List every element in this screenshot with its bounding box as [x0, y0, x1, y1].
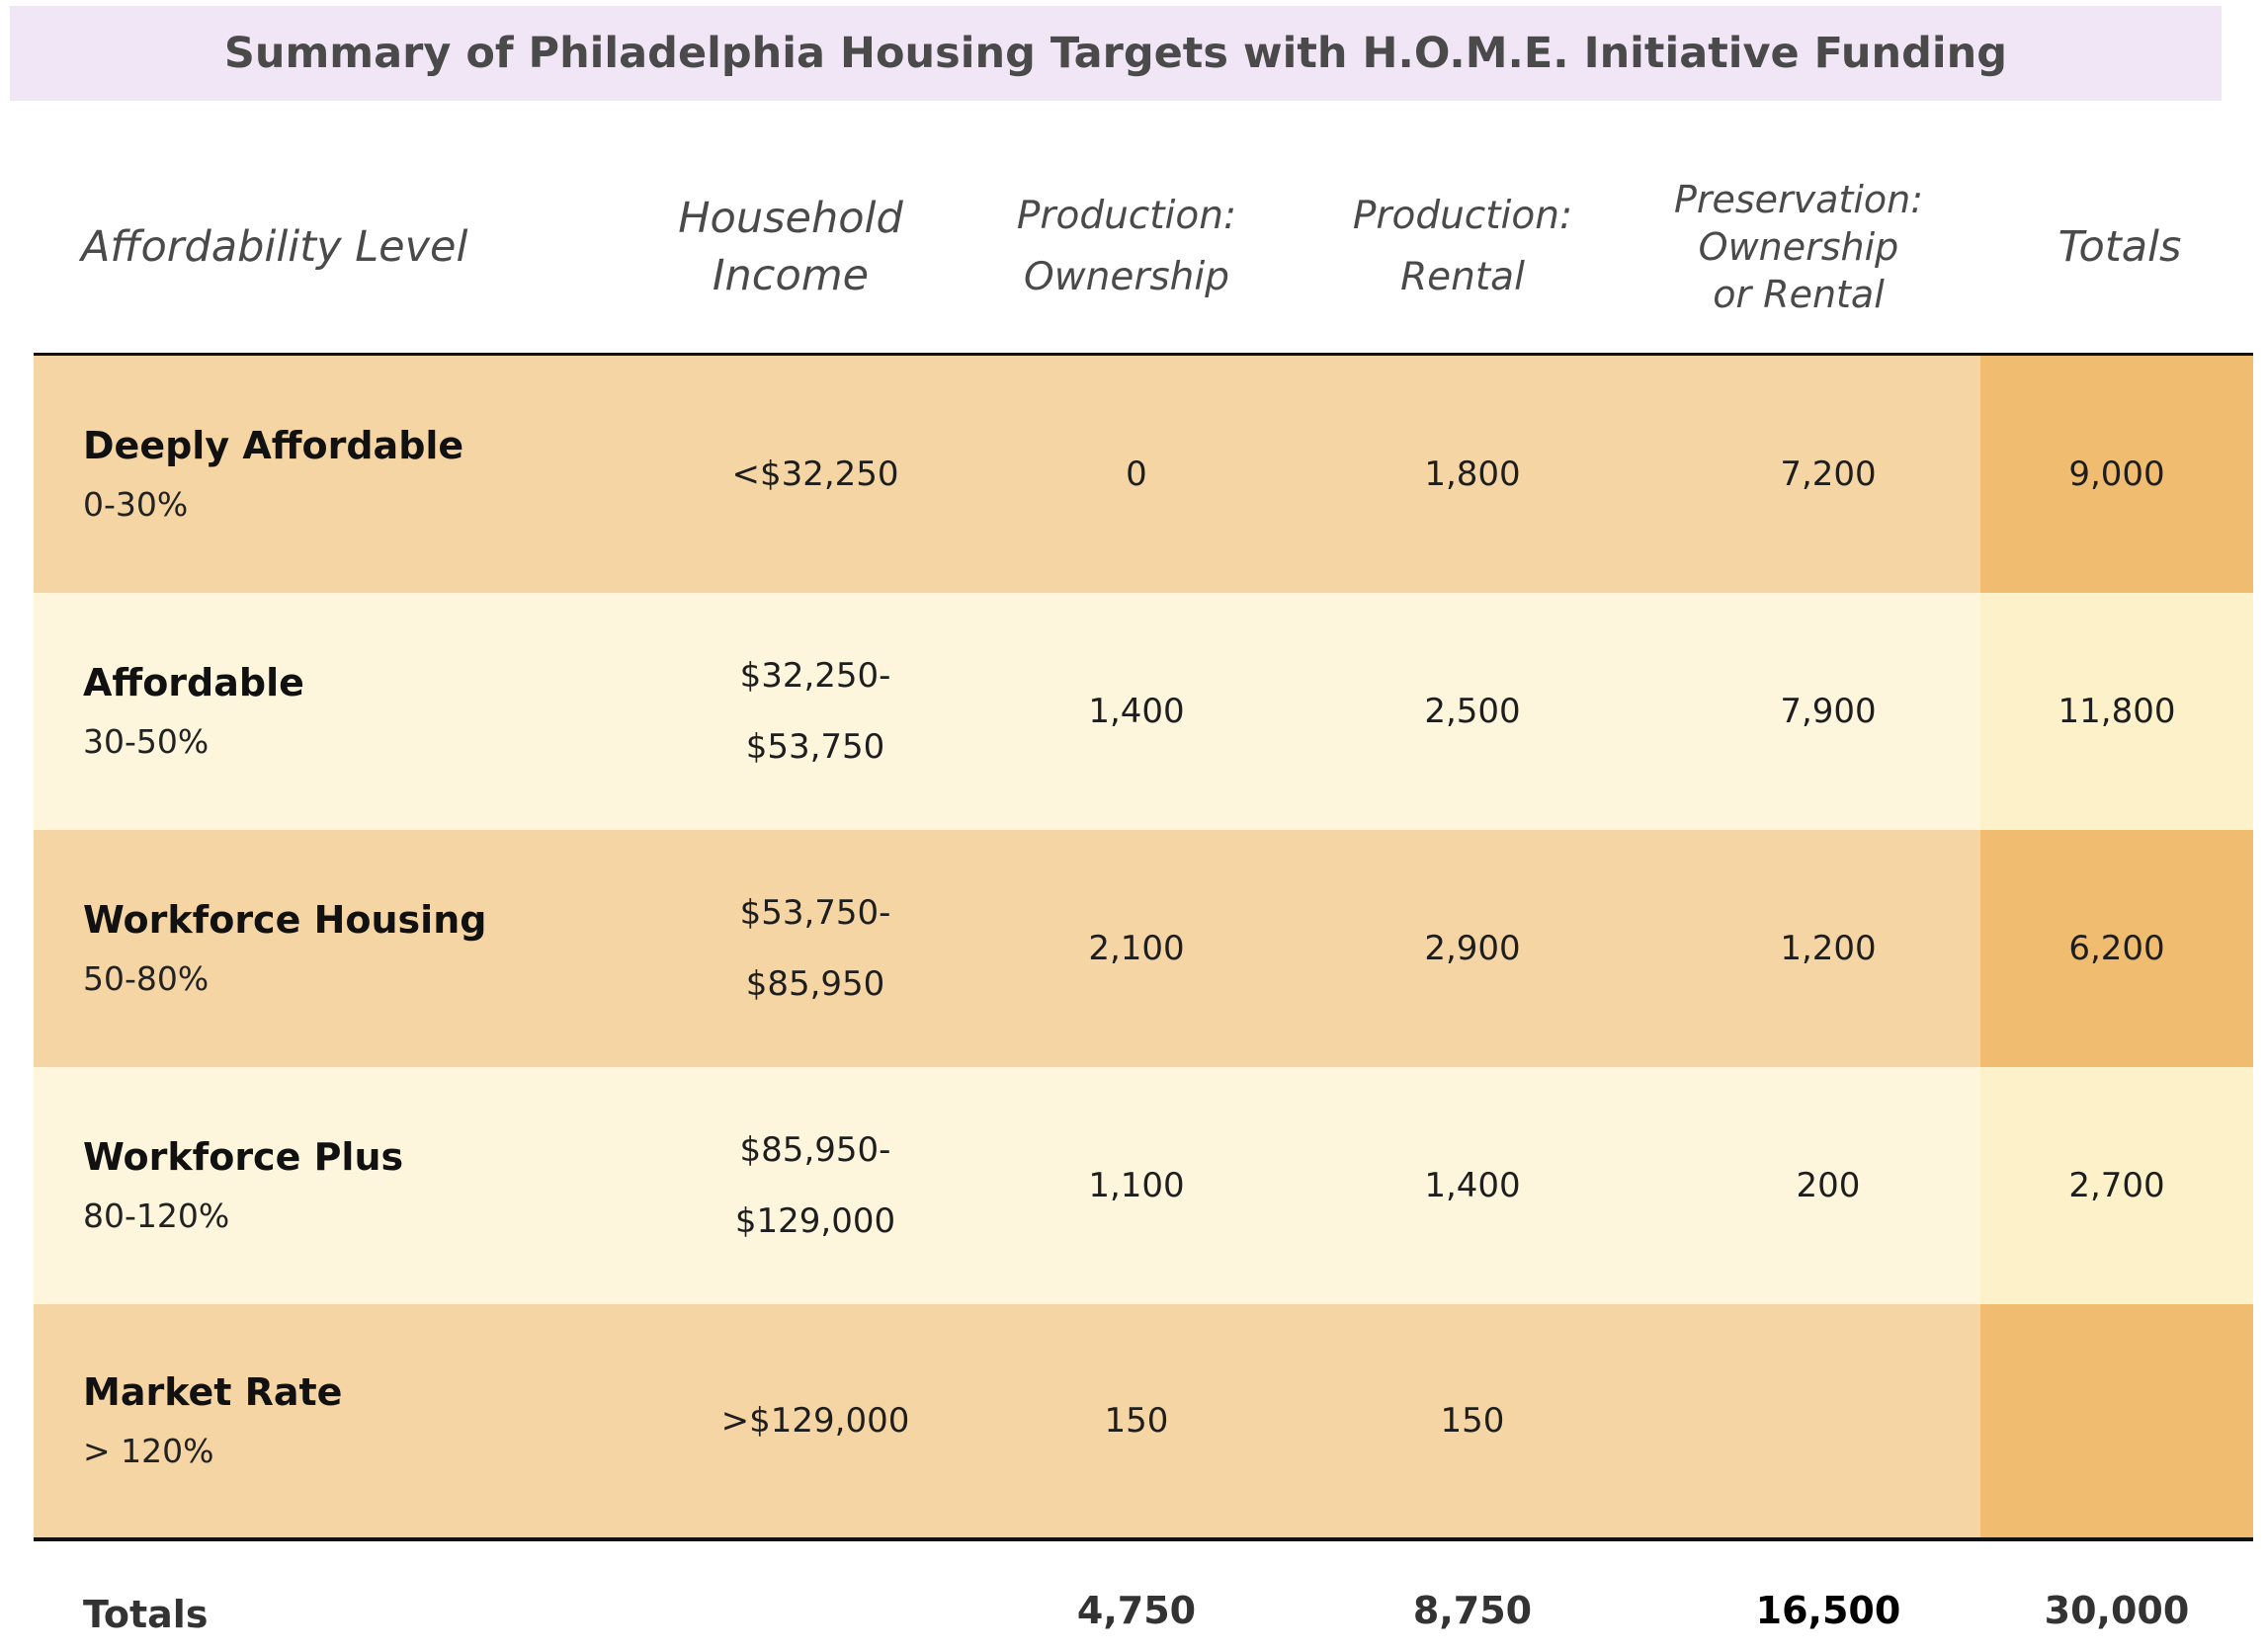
level-percent: 80-120%	[83, 1197, 230, 1235]
preservation-cell: 200	[1796, 1166, 1861, 1205]
production-rental-cell: 2,500	[1424, 692, 1521, 731]
preservation-cell: 1,200	[1780, 929, 1877, 968]
total-cell: 9,000	[2068, 454, 2165, 494]
totals-column-cell	[1980, 1304, 2253, 1537]
production-ownership-cell: 1,400	[1088, 692, 1185, 731]
header-totals: Totals	[2057, 222, 2182, 272]
total-production-rental: 8,750	[1412, 1589, 1533, 1632]
household-income-cell: $53,750- $85,950	[739, 893, 891, 1004]
affordability-level: Market Rate > 120%	[83, 1304, 342, 1537]
preservation-cell: 7,200	[1780, 454, 1877, 494]
production-ownership-cell: 0	[1126, 454, 1147, 494]
page-title: Summary of Philadelphia Housing Targets …	[223, 29, 2008, 78]
level-name: Affordable	[83, 661, 304, 704]
table-row: Deeply Affordable 0-30% <$32,250 0 1,800…	[34, 356, 2253, 593]
table-row: Workforce Plus 80-120% $85,950- $129,000…	[34, 1067, 2253, 1304]
title-banner: Summary of Philadelphia Housing Targets …	[10, 6, 2222, 101]
level-name: Workforce Plus	[83, 1135, 404, 1179]
affordability-level: Workforce Plus 80-120%	[83, 1067, 403, 1304]
header-preservation: Preservation: Ownership or Rental	[1673, 178, 1924, 316]
totals-label: Totals	[83, 1593, 209, 1636]
grand-total: 30,000	[2044, 1589, 2190, 1632]
totals-column-cell	[1980, 1067, 2253, 1304]
header-rule	[34, 353, 2253, 356]
totals-column-cell	[1980, 356, 2253, 593]
level-name: Workforce Housing	[83, 898, 487, 942]
header-household-income: Household Income	[678, 194, 903, 300]
affordability-level: Workforce Housing 50-80%	[83, 830, 486, 1067]
preservation-cell	[1660, 1304, 1996, 1537]
production-rental-cell: 1,800	[1424, 454, 1521, 494]
level-percent: 50-80%	[83, 959, 210, 998]
total-preservation: 16,500	[1755, 1589, 1901, 1632]
level-percent: 0-30%	[83, 485, 189, 524]
table-row: Affordable 30-50% $32,250- $53,750 1,400…	[34, 593, 2253, 830]
household-income-cell: $32,250- $53,750	[739, 656, 891, 767]
production-ownership-cell: 1,100	[1088, 1166, 1185, 1205]
totals-column-cell	[1980, 830, 2253, 1067]
table-row: Workforce Housing 50-80% $53,750- $85,95…	[34, 830, 2253, 1067]
production-rental-cell: 150	[1440, 1401, 1505, 1441]
production-rental-cell: 1,400	[1424, 1166, 1521, 1205]
affordability-level: Deeply Affordable 0-30%	[83, 356, 463, 593]
total-cell	[1980, 1304, 2253, 1537]
header-production-ownership: Production: Ownership	[1016, 194, 1237, 299]
header-production-rental: Production: Rental	[1352, 194, 1573, 299]
level-name: Market Rate	[83, 1370, 343, 1414]
level-percent: 30-50%	[83, 722, 210, 761]
household-income-cell: <$32,250	[731, 454, 899, 494]
level-percent: > 120%	[83, 1432, 214, 1470]
preservation-cell: 7,900	[1780, 692, 1877, 731]
level-name: Deeply Affordable	[83, 424, 464, 467]
totals-column-cell	[1980, 593, 2253, 830]
total-production-ownership: 4,750	[1076, 1589, 1197, 1632]
production-ownership-cell: 2,100	[1088, 929, 1185, 968]
total-cell: 2,700	[2068, 1166, 2165, 1205]
production-ownership-cell: 150	[1104, 1401, 1169, 1441]
household-income-cell: >$129,000	[720, 1401, 910, 1441]
total-cell: 6,200	[2068, 929, 2165, 968]
totals-rule	[34, 1537, 2253, 1541]
total-cell: 11,800	[2057, 692, 2176, 731]
affordability-level: Affordable 30-50%	[83, 593, 304, 830]
table-row: Market Rate > 120% >$129,000 150 150	[34, 1304, 2253, 1537]
header-affordability-level: Affordability Level	[81, 222, 468, 272]
household-income-cell: $85,950- $129,000	[734, 1130, 896, 1241]
production-rental-cell: 2,900	[1424, 929, 1521, 968]
